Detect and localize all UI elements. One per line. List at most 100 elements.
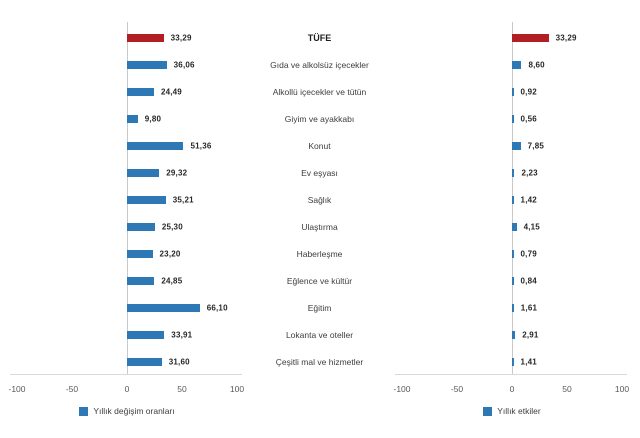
x-axis-tick-label: -50 [65, 384, 79, 394]
legend-annual-change-rates: Yıllık değişim oranları [17, 406, 237, 416]
bar [127, 195, 166, 204]
bar [512, 303, 514, 312]
bar [127, 141, 184, 150]
bar [127, 222, 155, 231]
legend-swatch-icon [79, 406, 89, 416]
bar [127, 303, 200, 312]
bar-value-label: 1,41 [520, 357, 537, 366]
category-label: Ulaştırma [301, 221, 338, 232]
bar-row: 7,85 [402, 132, 622, 159]
bar [127, 249, 153, 258]
category-label: Konut [308, 140, 331, 151]
bar-value-label: 4,15 [523, 222, 540, 231]
category-label: Sağlık [307, 194, 332, 205]
bar [127, 114, 138, 123]
bar-row: 23,20 [17, 240, 237, 267]
bar-value-label: 0,84 [520, 276, 537, 285]
bar [127, 330, 165, 339]
bar-row: 0,56 [402, 105, 622, 132]
bar-row: 33,29 [402, 24, 622, 51]
bar-value-label: 1,42 [520, 195, 537, 204]
category-label: TÜFE [307, 32, 332, 43]
bar-row: 2,91 [402, 321, 622, 348]
bar-row: 33,29 [17, 24, 237, 51]
bar [127, 87, 154, 96]
bar-row: 1,61 [402, 294, 622, 321]
bar [127, 168, 160, 177]
bar [512, 357, 514, 366]
legend-annual-effects: Yıllık etkiler [402, 406, 622, 416]
bar-row: 66,10 [17, 294, 237, 321]
bar-row: 24,49 [17, 78, 237, 105]
bar [512, 222, 517, 231]
x-axis-tick-label: 100 [614, 384, 630, 394]
bar-value-label: 23,20 [159, 249, 181, 258]
bar [512, 276, 514, 285]
bar-value-label: 33,29 [555, 33, 577, 42]
bar-value-label: 0,56 [520, 114, 537, 123]
bar-value-label: 2,91 [522, 330, 539, 339]
bar-row: 25,30 [17, 213, 237, 240]
bar-value-label: 0,79 [520, 249, 537, 258]
bar [512, 33, 549, 42]
bar-row: 51,36 [17, 132, 237, 159]
x-axis-tick-label: 50 [562, 384, 572, 394]
bar-value-label: 0,92 [520, 87, 537, 96]
bar-row: 29,32 [17, 159, 237, 186]
x-axis-tick-label: 0 [509, 384, 515, 394]
bar-value-label: 9,80 [144, 114, 162, 123]
bar-row: 31,60 [17, 348, 237, 375]
category-label: Giyim ve ayakkabı [284, 113, 355, 124]
bar-row: 8,60 [402, 51, 622, 78]
bar-row: 36,06 [17, 51, 237, 78]
bar-value-label: 36,06 [173, 60, 195, 69]
bar-row: 4,15 [402, 213, 622, 240]
x-axis-tick-label: 100 [229, 384, 245, 394]
right-x-axis-line [395, 374, 627, 375]
bar-value-label: 33,29 [170, 33, 192, 42]
category-label: Eğlence ve kültür [286, 275, 353, 286]
bar-row: 9,80 [17, 105, 237, 132]
annual-change-rates-panel: 33,29 36,06 24,49 9,80 51,36 29,32 35,21 25,30 2… [17, 22, 237, 375]
bar [512, 195, 514, 204]
annual-effects-panel: 33,29 8,60 0,92 0,56 7,85 2,23 1,42 4,15 0,79 0,8… [402, 22, 622, 375]
bar-row: 0,84 [402, 267, 622, 294]
bar [127, 33, 164, 42]
bar-row: 1,41 [402, 348, 622, 375]
category-label: Çeşitli mal ve hizmetler [275, 356, 364, 367]
bar-value-label: 2,23 [521, 168, 538, 177]
bar-value-label: 8,60 [528, 60, 545, 69]
bar-value-label: 33,91 [171, 330, 193, 339]
bar-row: 1,42 [402, 186, 622, 213]
left-x-axis-line [10, 374, 242, 375]
category-label: Eğitim [307, 302, 332, 313]
bar [512, 249, 514, 258]
x-axis-tick-label: -100 [8, 384, 26, 394]
bar-value-label: 29,32 [166, 168, 188, 177]
bar-value-label: 1,61 [520, 303, 538, 312]
category-label: Alkollü içecekler ve tütün [272, 86, 367, 97]
bar [512, 114, 514, 123]
bar-row: 24,85 [17, 267, 237, 294]
bar [512, 60, 522, 69]
legend-label: Yıllık değişim oranları [93, 406, 175, 416]
x-axis-tick-label: 50 [177, 384, 187, 394]
bar-value-label: 24,85 [161, 276, 183, 285]
category-label: Haberleşme [296, 248, 343, 259]
bar [127, 60, 167, 69]
right-x-axis-ticks: -100 -50 0 50 100 [393, 384, 629, 396]
bar-value-label: 24,49 [160, 87, 182, 96]
bar-row: 35,21 [17, 186, 237, 213]
bar-value-label: 51,36 [190, 141, 212, 150]
x-axis-tick-label: -50 [450, 384, 464, 394]
bar-row: 33,91 [17, 321, 237, 348]
category-labels-column: TÜFE Gıda ve alkolsüz içecekler Alkollü iç… [237, 24, 402, 375]
bar [512, 87, 514, 96]
bar [512, 168, 515, 177]
bar-row: 0,79 [402, 240, 622, 267]
bar [127, 357, 162, 366]
bar-value-label: 25,30 [161, 222, 183, 231]
bar-row: 2,23 [402, 159, 622, 186]
category-label: Lokanta ve oteller [285, 329, 354, 340]
